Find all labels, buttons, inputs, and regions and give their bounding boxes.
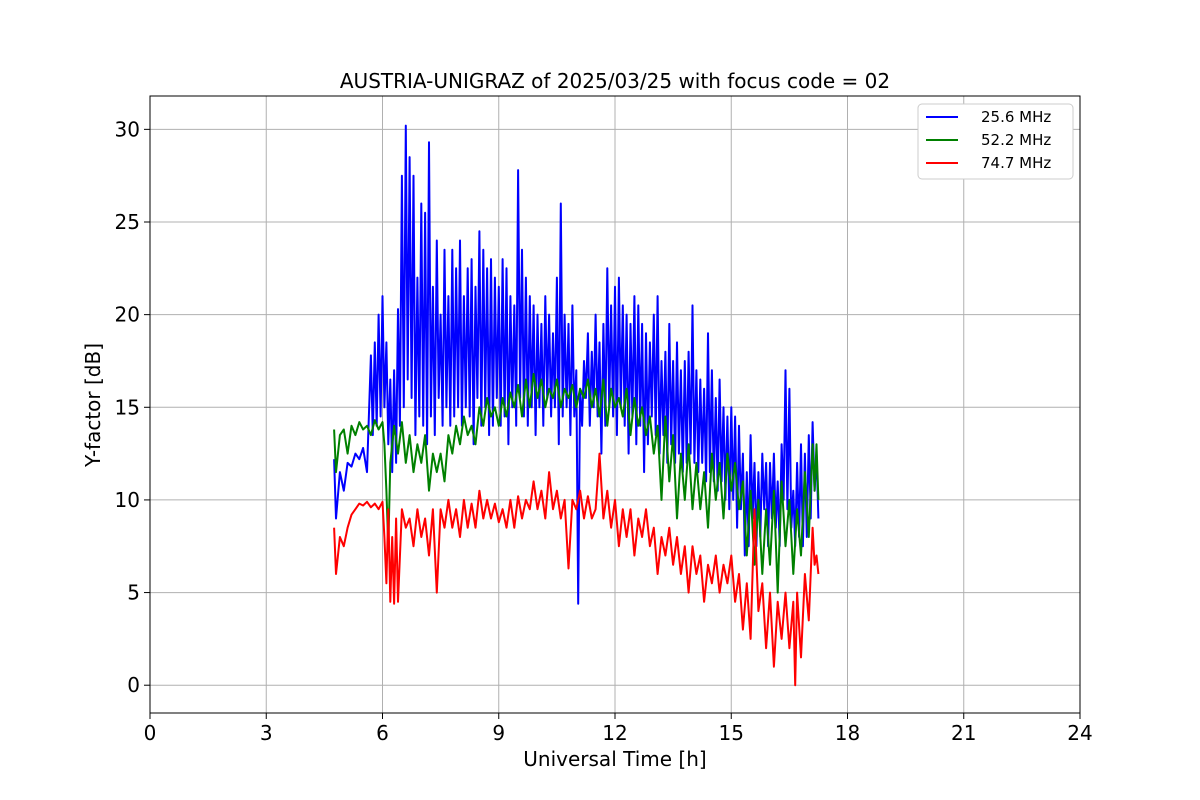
legend: 25.6 MHz 52.2 MHz 74.7 MHz	[917, 103, 1074, 180]
x-tick-label: 15	[719, 721, 744, 745]
y-tick-label: 20	[115, 303, 140, 327]
y-tick-label: 25	[115, 210, 140, 234]
ticks: 0 3 6 9 12 15 18 21 24 0 5 10 15 20 25 30	[115, 117, 1093, 745]
x-axis-label: Universal Time [h]	[523, 747, 706, 771]
x-tick-label: 3	[260, 721, 273, 745]
series-line-3	[333, 452, 820, 687]
y-tick-label: 10	[115, 488, 140, 512]
x-tick-label: 18	[835, 721, 860, 745]
y-tick-label: 15	[115, 395, 140, 419]
series-line-2	[333, 372, 820, 594]
x-tick-label: 24	[1067, 721, 1092, 745]
series-layer	[333, 124, 820, 687]
x-tick-label: 0	[144, 721, 157, 745]
x-tick-label: 6	[376, 721, 389, 745]
legend-box	[917, 103, 1074, 180]
y-axis-label: Y-factor [dB]	[81, 343, 105, 468]
legend-label: 52.2 MHz	[981, 131, 1051, 149]
y-tick-label: 30	[115, 117, 140, 141]
y-tick-label: 5	[127, 581, 140, 605]
x-tick-label: 21	[951, 721, 976, 745]
x-tick-label: 9	[492, 721, 505, 745]
legend-label: 25.6 MHz	[981, 108, 1051, 126]
legend-label: 74.7 MHz	[981, 154, 1051, 172]
chart-title: AUSTRIA-UNIGRAZ of 2025/03/25 with focus…	[340, 69, 890, 93]
y-tick-label: 0	[127, 673, 140, 697]
x-tick-label: 12	[602, 721, 627, 745]
